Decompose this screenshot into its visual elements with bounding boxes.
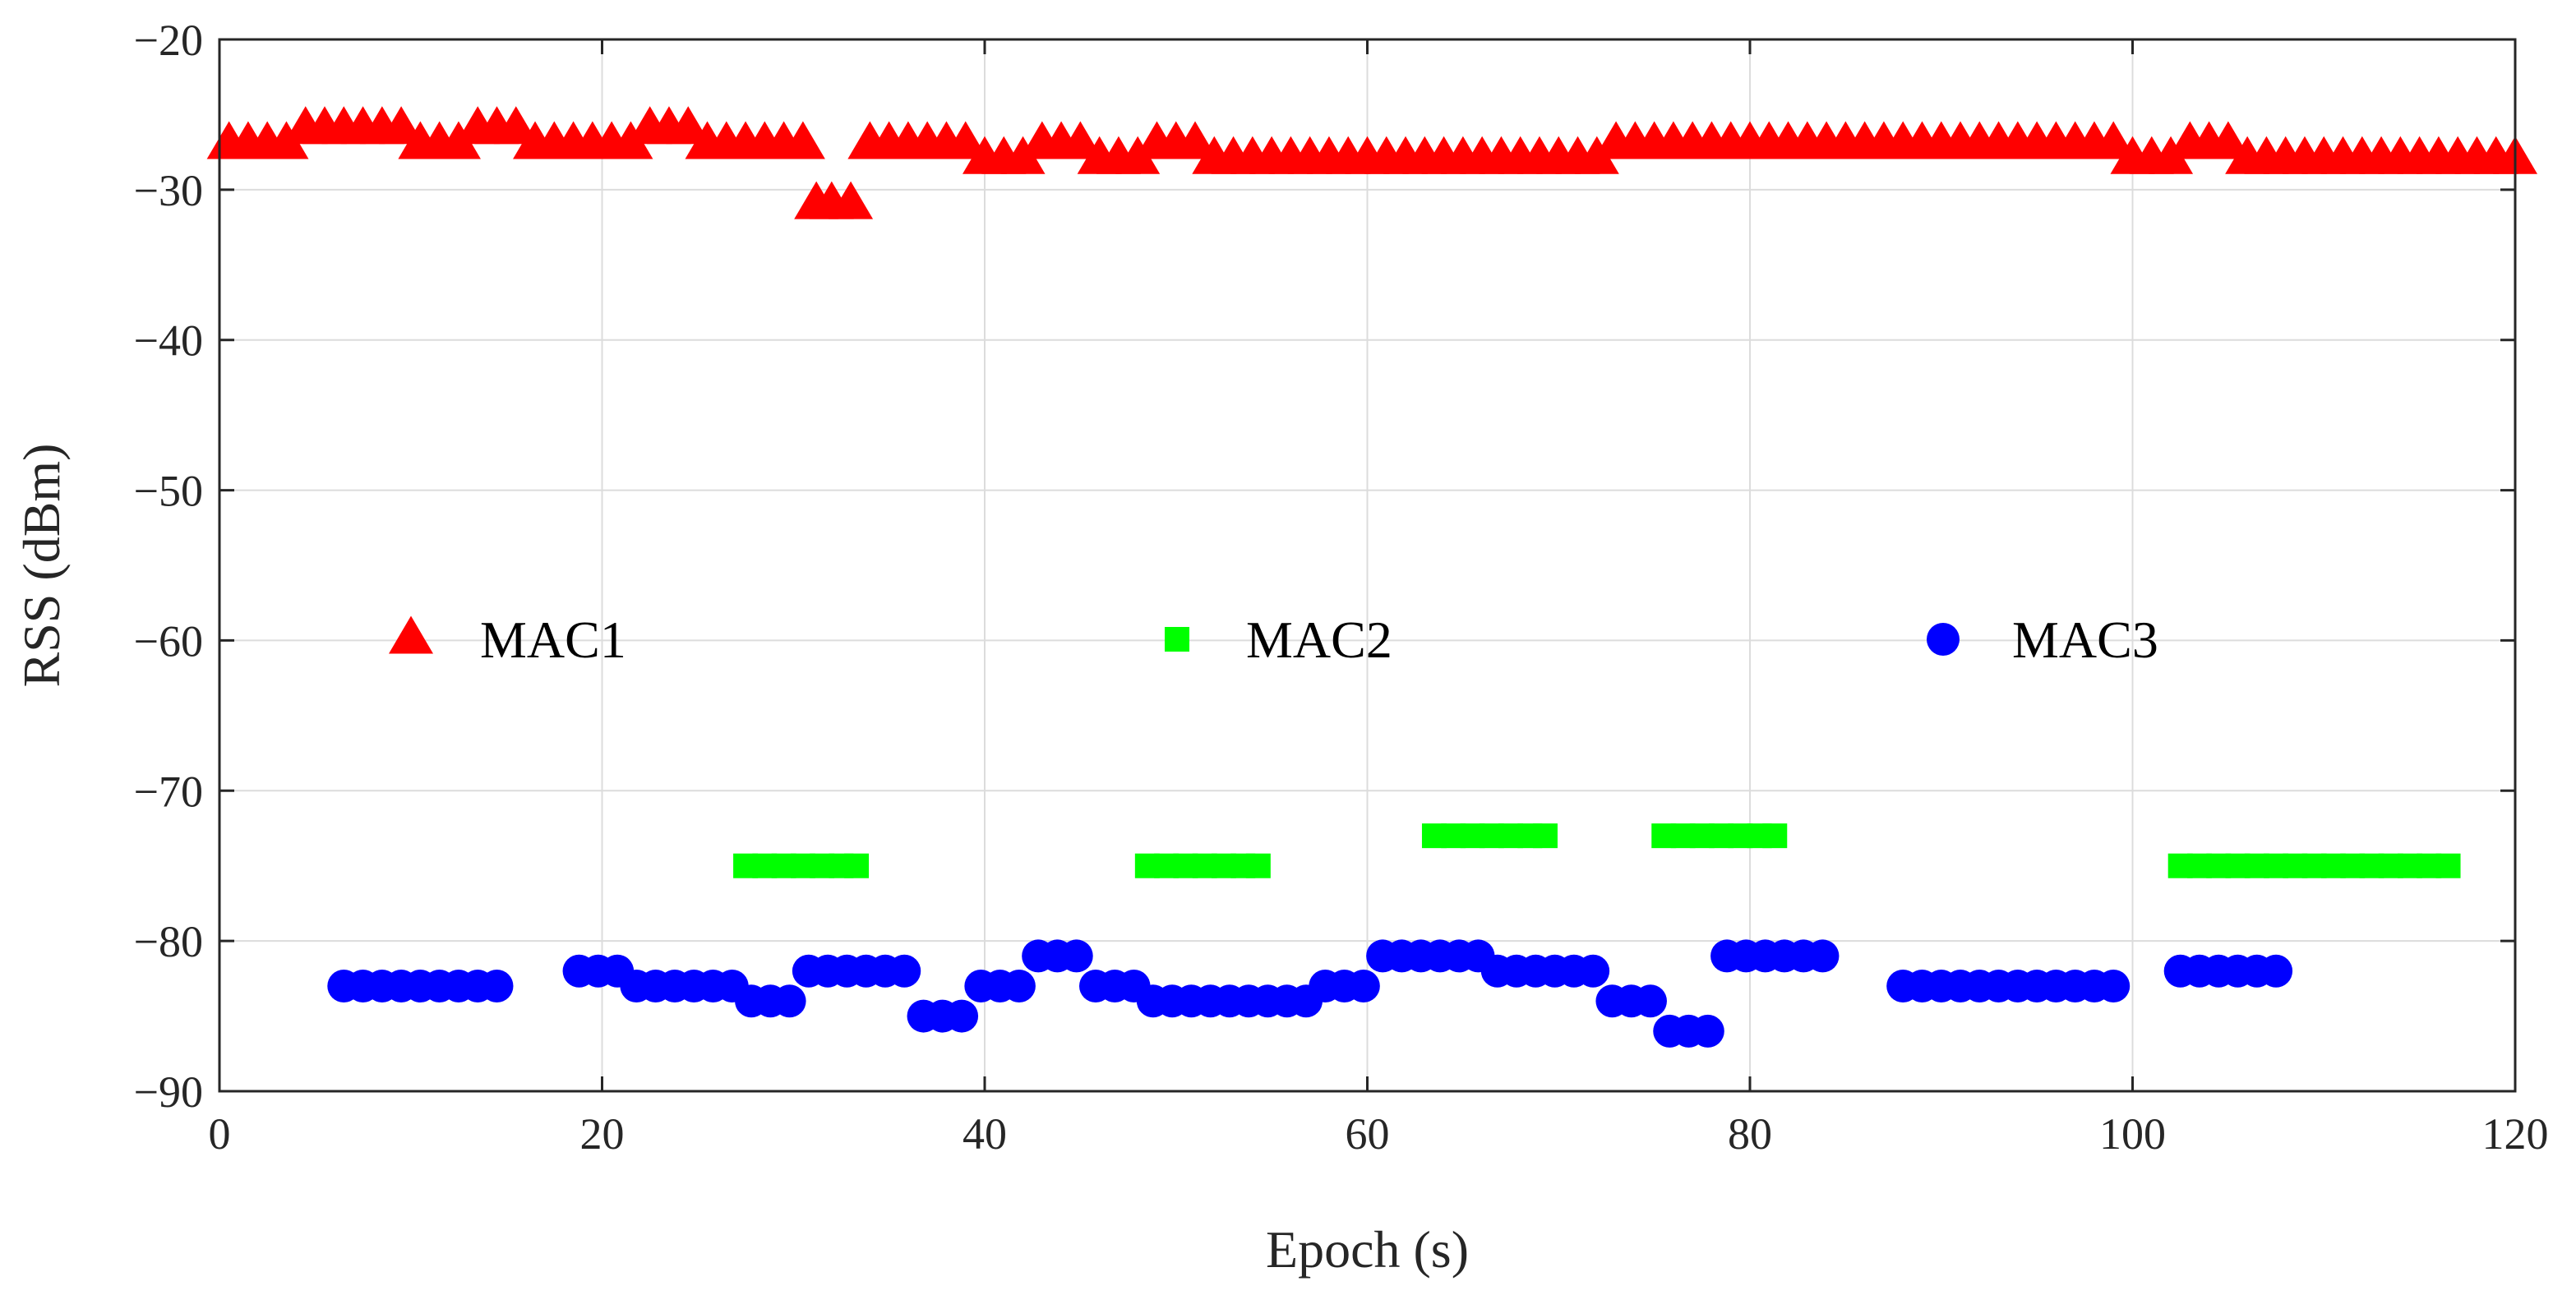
y-tick-label: −40 [134, 316, 203, 366]
x-tick-labels: 0 20 40 60 80 100 120 [209, 1109, 2549, 1159]
y-axis-label: RSS (dBm) [12, 444, 71, 688]
mac1-point [1173, 121, 1218, 159]
mac1-point [1058, 121, 1103, 159]
legend-entry-mac3: MAC3 [1927, 611, 2158, 669]
legend-entry-mac2: MAC2 [1165, 611, 1392, 669]
mac2-point [844, 853, 870, 878]
y-tick-label: −80 [134, 917, 203, 966]
y-tick-label: −20 [134, 16, 203, 65]
mac1-point [943, 121, 988, 159]
legend-marker-mac3 [1927, 623, 1960, 656]
mac3-point [1633, 984, 1667, 1018]
legend: MAC1 MAC2 MAC3 [389, 611, 2158, 669]
mac1-point [379, 106, 424, 145]
legend-entry-mac1: MAC1 [389, 611, 626, 669]
mac1-point [2091, 121, 2136, 159]
x-axis-label: Epoch (s) [1266, 1220, 1469, 1279]
mac2-point [1762, 823, 1788, 849]
mac3-point [1059, 939, 1093, 973]
mac3-point [2097, 970, 2131, 1002]
y-tick-labels: −20 −30 −40 −50 −60 −70 −80 −90 [134, 16, 203, 1117]
y-tick-label: −70 [134, 767, 203, 816]
mac3-point [1346, 970, 1380, 1002]
x-tick-label: 0 [209, 1109, 231, 1159]
mac1-point [493, 106, 538, 145]
legend-label-mac1: MAC1 [480, 611, 626, 669]
mac2-point [1245, 853, 1271, 878]
series-mac3 [327, 939, 2293, 1048]
x-tick-label: 20 [580, 1109, 625, 1159]
mac1-point [780, 121, 825, 159]
y-tick-label: −90 [134, 1067, 203, 1117]
x-tick-label: 60 [1346, 1109, 1390, 1159]
y-tick-label: −60 [134, 616, 203, 666]
series-mac2 [733, 823, 2461, 878]
legend-label-mac2: MAC2 [1246, 611, 1392, 669]
mac3-point [480, 970, 514, 1002]
x-tick-label: 100 [2099, 1109, 2166, 1159]
mac3-point [1691, 1014, 1724, 1048]
x-tick-label: 120 [2482, 1109, 2549, 1159]
mac1-point [2205, 121, 2251, 159]
x-tick-label: 80 [1728, 1109, 1772, 1159]
y-tick-label: −30 [134, 166, 203, 215]
legend-marker-mac1 [389, 615, 433, 654]
mac1-point [829, 181, 874, 219]
mac3-point [1002, 970, 1036, 1002]
mac2-point [2435, 853, 2461, 878]
mac3-point [1577, 954, 1610, 988]
series-mac1 [206, 106, 2537, 219]
mac3-point [888, 954, 921, 988]
legend-label-mac3: MAC3 [2012, 611, 2158, 669]
x-tick-label: 40 [963, 1109, 1007, 1159]
grid-lines [219, 39, 2515, 1091]
plot-area [206, 106, 2537, 1048]
mac2-point [1532, 823, 1558, 849]
legend-marker-mac2 [1165, 627, 1189, 652]
mac1-point [666, 106, 711, 145]
mac3-point [2260, 954, 2293, 988]
mac3-point [945, 999, 979, 1033]
y-tick-label: −50 [134, 467, 203, 516]
mac3-point [1806, 939, 1840, 973]
axis-ticks [218, 38, 2517, 1093]
mac3-point [773, 984, 806, 1018]
